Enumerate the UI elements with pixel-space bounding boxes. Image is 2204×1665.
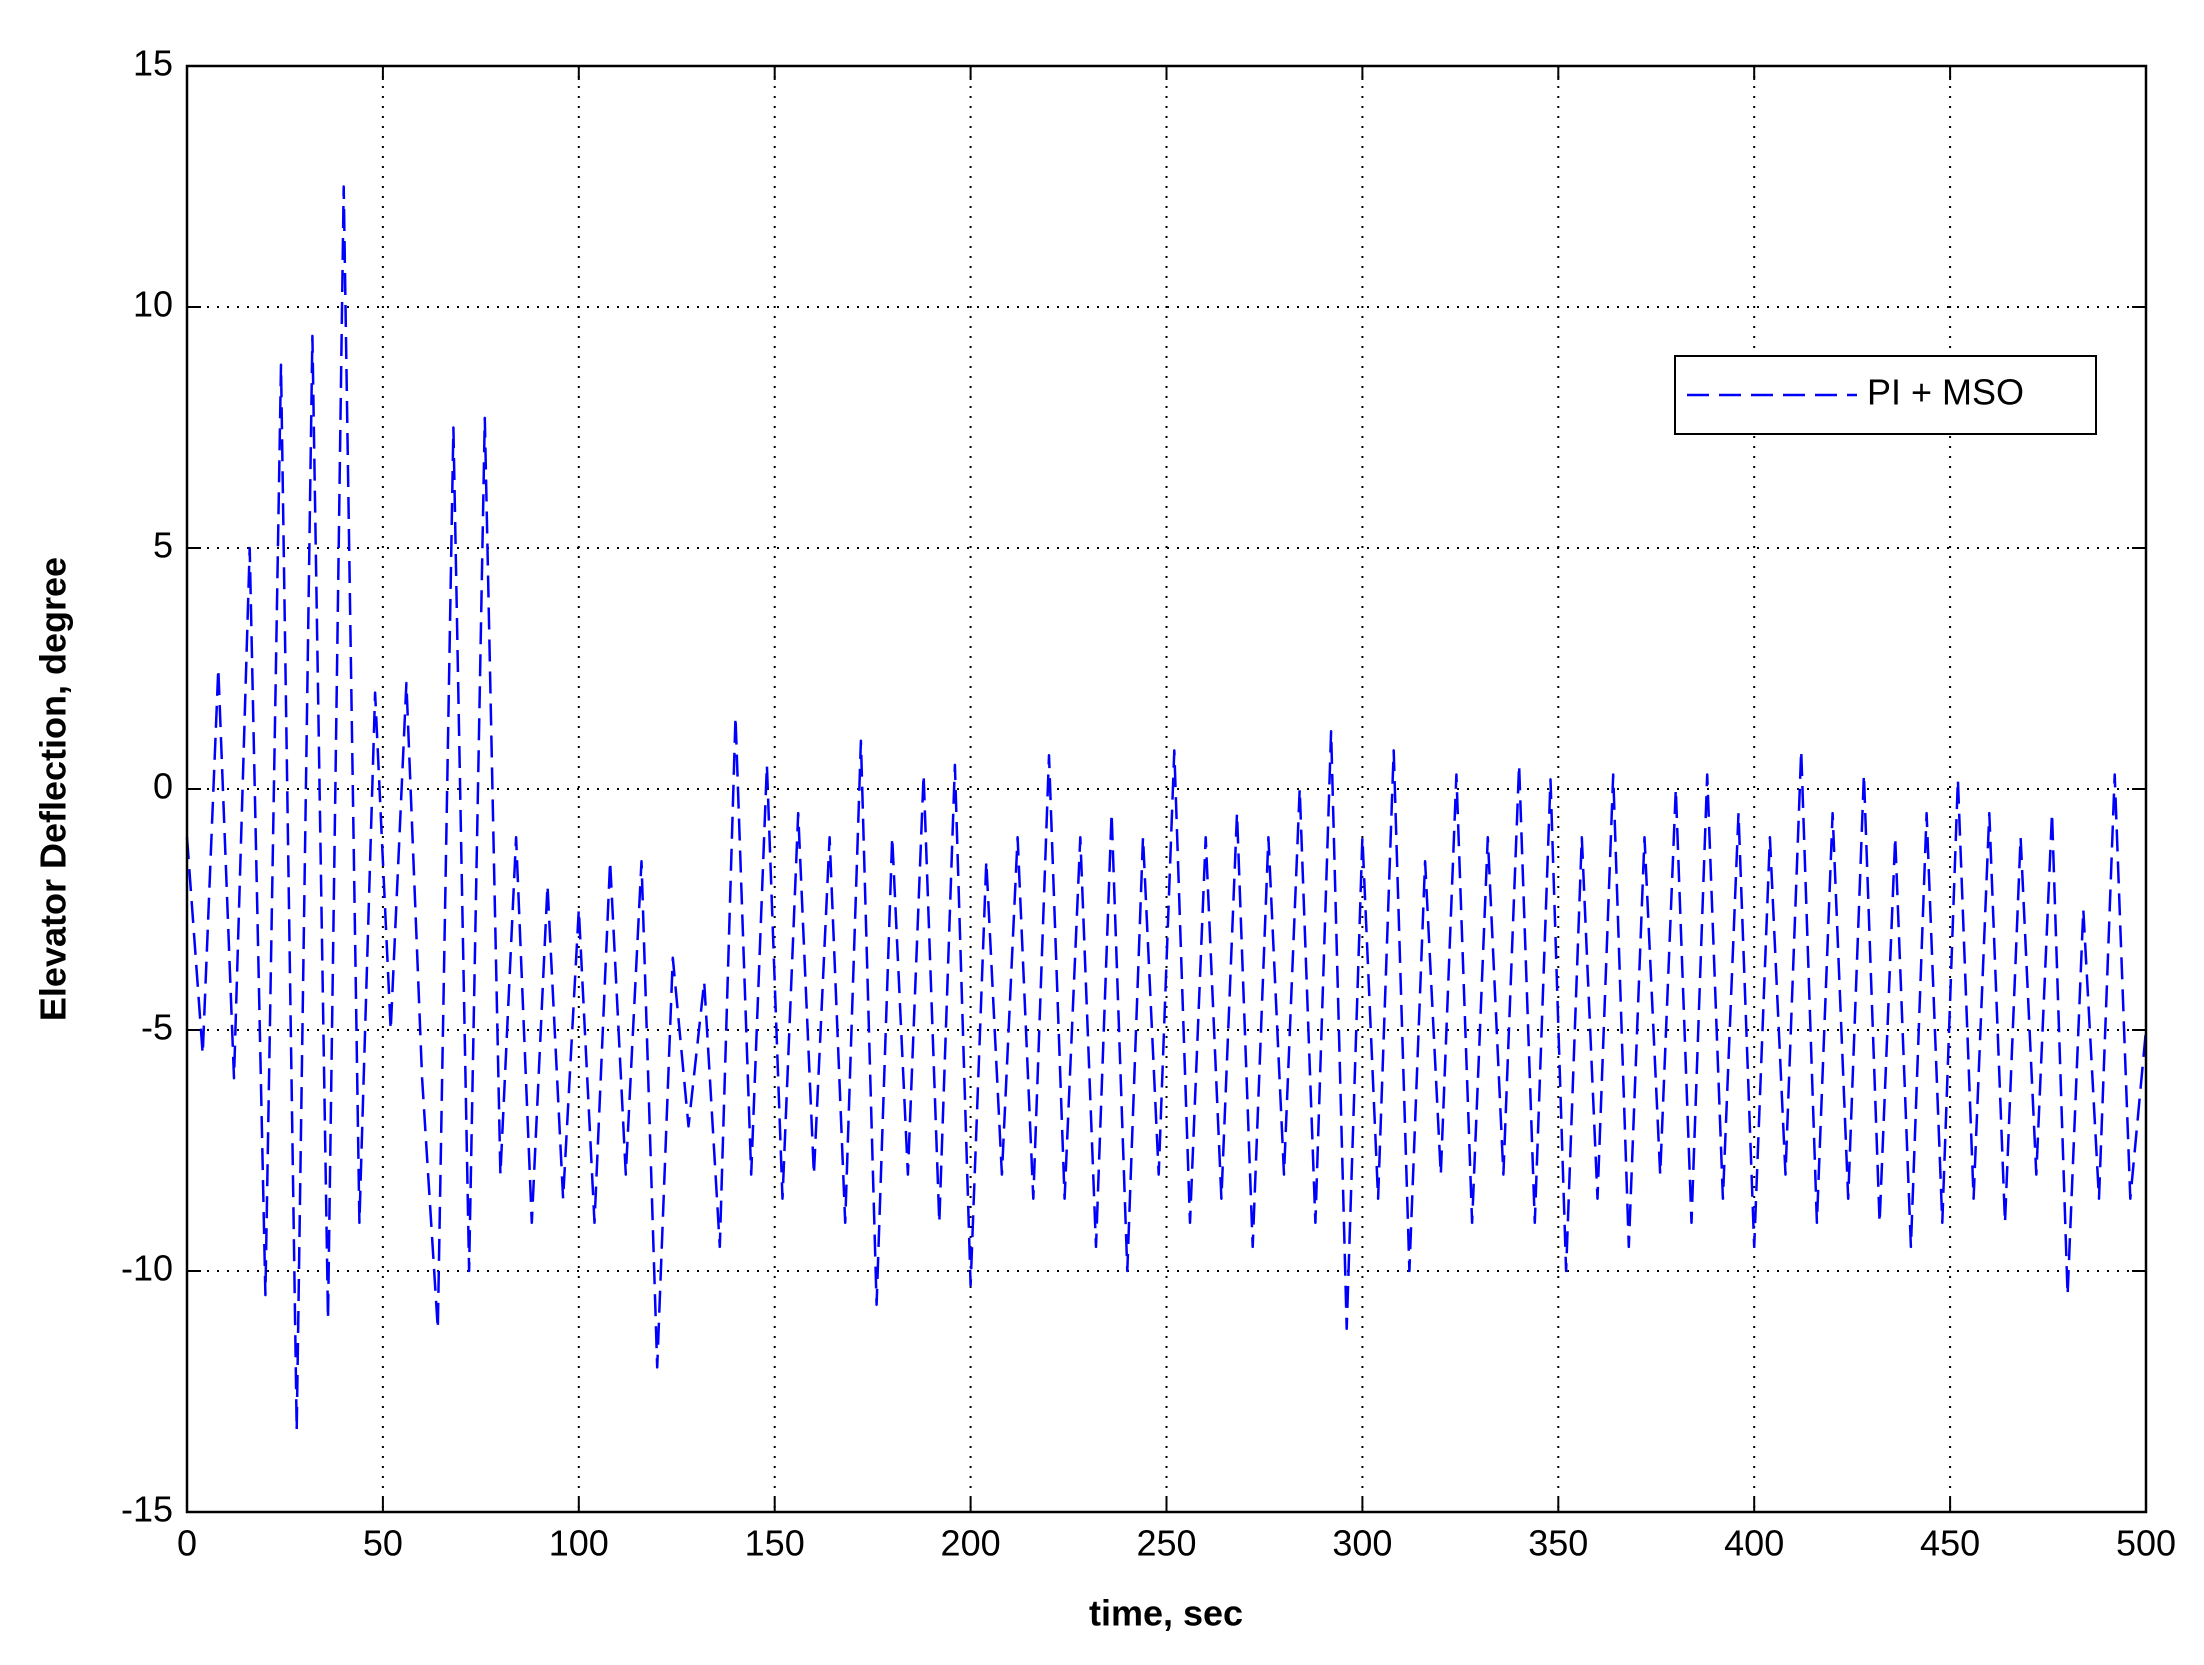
x-tick-label: 150 <box>745 1523 805 1564</box>
y-tick-label: 15 <box>133 43 173 84</box>
x-tick-label: 0 <box>177 1523 197 1564</box>
data-line <box>185 185 2148 1432</box>
x-tick-label: 200 <box>941 1523 1001 1564</box>
x-tick-label: 450 <box>1920 1523 1980 1564</box>
y-tick-label: -15 <box>121 1489 173 1530</box>
x-tick-label: 250 <box>1136 1523 1196 1564</box>
y-axis-label: Elevator Deflection, degree <box>33 557 74 1021</box>
y-tick-label: 5 <box>153 525 173 566</box>
y-tick-label: -5 <box>141 1007 173 1048</box>
x-tick-label: 400 <box>1724 1523 1784 1564</box>
y-tick-label: 0 <box>153 766 173 807</box>
x-axis-label: time, sec <box>1089 1593 1243 1634</box>
x-tick-label: 300 <box>1332 1523 1392 1564</box>
x-tick-label: 350 <box>1528 1523 1588 1564</box>
x-tick-label: 500 <box>2116 1523 2176 1564</box>
y-tick-label: 10 <box>133 284 173 325</box>
legend-box <box>1674 355 2097 435</box>
y-tick-label: -10 <box>121 1248 173 1289</box>
x-tick-label: 50 <box>363 1523 403 1564</box>
legend-label: PI + MSO <box>1867 372 2024 413</box>
x-tick-label: 100 <box>549 1523 609 1564</box>
plot-frame <box>185 64 2148 1514</box>
legend: PI + MSO <box>1674 355 2097 435</box>
